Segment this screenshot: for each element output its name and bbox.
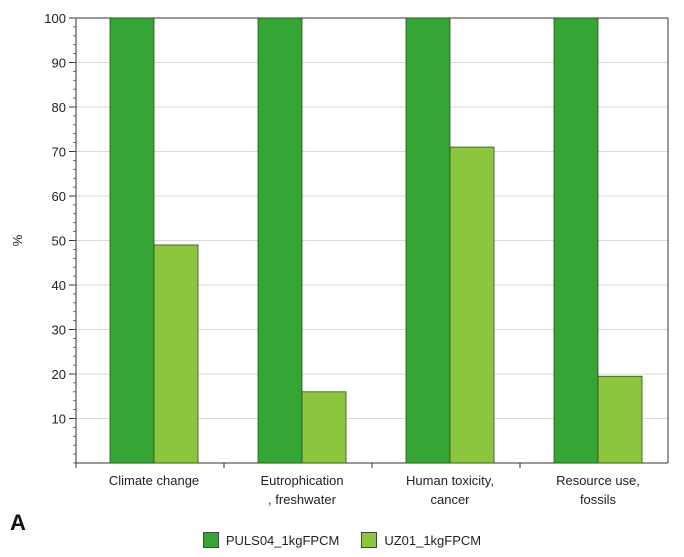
legend: PULS04_1kgFPCM UZ01_1kgFPCM [0,532,684,548]
x-category-label: Eutrophication, freshwater [260,473,343,507]
bar-uz01 [597,375,643,464]
y-tick-label: 40 [52,278,66,293]
legend-label-uz01: UZ01_1kgFPCM [384,532,482,548]
y-tick-label: 90 [52,56,66,71]
bar-puls04 [553,17,599,464]
y-tick-label: 80 [52,100,66,115]
legend-item-puls04: PULS04_1kgFPCM [202,532,340,548]
bar-puls04 [257,17,303,464]
bar-uz01 [301,391,347,464]
y-tick-label: 20 [52,367,66,382]
bar-uz01 [153,244,199,464]
bars [109,17,643,464]
legend-label-puls04: PULS04_1kgFPCM [225,532,340,548]
y-tick-label: 10 [52,412,66,427]
legend-swatch-uz01 [361,532,378,548]
legend-item-uz01: UZ01_1kgFPCM [361,532,481,548]
panel-label: A [10,510,26,535]
bar-puls04 [109,17,155,464]
bar-puls04 [405,17,451,464]
y-tick-label: 30 [52,323,66,338]
y-axis-label: % [10,234,25,246]
bar-chart: 10 20 30 40 50 60 70 80 90 100 Climate change Eutr… [10,11,669,507]
y-tick-label: 70 [52,145,66,160]
y-tick-label: 100 [44,11,66,26]
bar-uz01 [449,146,495,464]
x-category-label: Human toxicity, cancer [406,473,494,507]
x-category-labels: Climate change Eutrophication, freshwater… [109,473,640,507]
legend-swatch-puls04 [202,532,219,548]
y-tick-label: 60 [52,189,66,204]
x-category-label: Climate change [109,473,199,488]
y-tick-labels: 10 20 30 40 50 60 70 80 90 100 [44,11,66,427]
x-category-label: Resource use, fossils [556,473,640,507]
y-tick-label: 50 [52,234,66,249]
